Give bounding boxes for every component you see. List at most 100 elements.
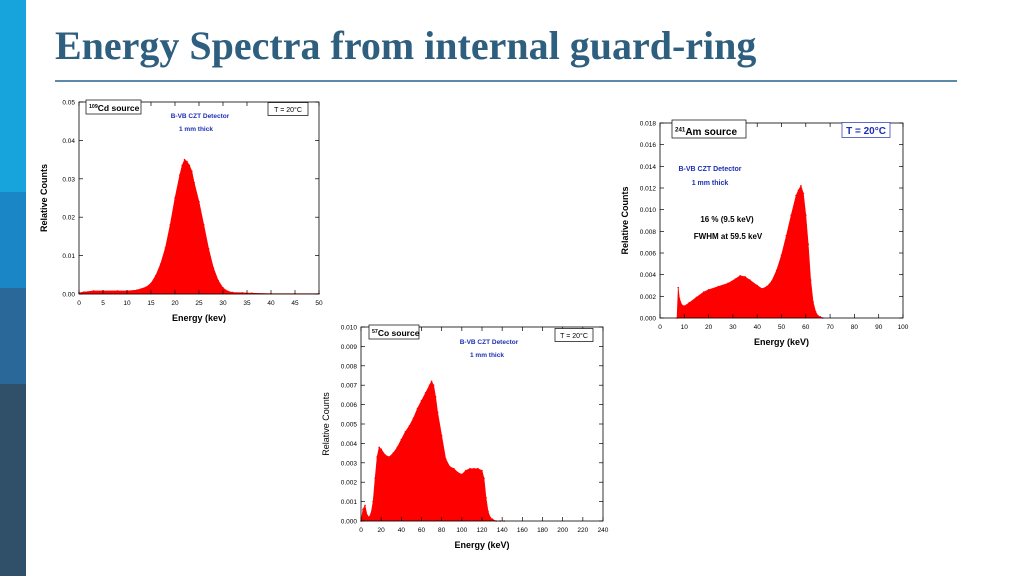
data-point: [186, 160, 188, 163]
source-isotope-mass: 241: [675, 127, 686, 134]
temperature-box: [554, 328, 594, 342]
temperature-label: T = 20°C: [274, 106, 302, 114]
data-point: [169, 224, 171, 226]
y-tick-label: 0.010: [640, 207, 657, 214]
y-tick-label: 0.004: [640, 272, 657, 279]
data-point: [819, 316, 822, 318]
data-point: [396, 446, 399, 449]
source-isotope-mass: 109: [89, 104, 98, 110]
x-tick-label: 100: [456, 527, 467, 534]
y-tick-label: 0.05: [62, 100, 75, 107]
data-point: [364, 504, 366, 507]
data-point: [116, 290, 119, 292]
spectrum-area: [78, 159, 320, 295]
y-tick-label: 0.03: [62, 176, 75, 183]
x-tick-label: 50: [778, 324, 786, 331]
source-legend-box: [85, 99, 142, 115]
data-point: [416, 407, 419, 410]
y-tick-label: 0.004: [341, 441, 358, 448]
data-point: [203, 224, 205, 226]
x-tick-label: 60: [802, 324, 810, 331]
data-point: [457, 471, 459, 474]
data-point: [145, 286, 147, 288]
data-point: [695, 296, 698, 299]
y-axis-label: Relative Counts: [39, 164, 49, 232]
x-tick-label: 45: [291, 300, 299, 307]
data-point: [440, 434, 443, 437]
x-axis-label: Energy (kev): [172, 313, 226, 323]
page-title: Energy Spectra from internal guard-ring: [55, 23, 757, 68]
data-point: [483, 477, 485, 480]
data-point: [227, 290, 229, 293]
y-axis-label: Relative Counts: [620, 186, 630, 254]
thickness-label: 1 mm thick: [179, 126, 213, 133]
data-point: [366, 514, 368, 516]
x-tick-label: 200: [557, 527, 568, 534]
data-point: [809, 279, 812, 281]
data-point: [473, 467, 475, 470]
data-point: [807, 243, 810, 246]
data-point: [83, 291, 85, 293]
data-point: [766, 285, 768, 288]
data-point: [681, 304, 683, 306]
data-point: [481, 469, 483, 472]
x-tick-label: 40: [267, 300, 275, 307]
data-point: [231, 291, 234, 294]
data-point: [678, 297, 681, 300]
y-tick-label: 0.014: [640, 164, 657, 171]
y-tick-label: 0.003: [341, 460, 358, 467]
source-name: Am source: [685, 127, 737, 138]
source-label: 57Co source: [372, 328, 420, 338]
sidebar-band-2: [0, 192, 26, 288]
source-name: Cd source: [98, 103, 140, 113]
data-point: [155, 274, 157, 277]
detector-label: B-VB CZT Detector: [171, 113, 230, 120]
detector-label: B-VB CZT Detector: [678, 166, 741, 173]
x-tick-label: 30: [729, 324, 737, 331]
data-point: [378, 446, 380, 449]
data-point: [400, 438, 403, 441]
y-tick-label: 0.04: [62, 138, 75, 145]
x-tick-label: 90: [875, 324, 883, 331]
data-point: [756, 284, 758, 287]
data-point: [404, 430, 407, 433]
data-point: [222, 287, 224, 289]
data-point: [707, 289, 710, 291]
x-tick-label: 40: [398, 527, 406, 534]
data-point: [376, 456, 378, 458]
detector-label: B-VB CZT Detector: [460, 339, 519, 346]
resolution-label: 16 % (9.5 keV): [700, 215, 754, 224]
data-point: [181, 164, 183, 167]
source-legend-box: [671, 119, 747, 139]
x-tick-label: 160: [517, 527, 528, 534]
data-point: [150, 282, 152, 285]
x-tick-label: 0: [77, 300, 81, 307]
data-point: [212, 267, 215, 269]
data-point: [477, 467, 479, 470]
data-point: [193, 181, 195, 184]
data-point: [434, 396, 437, 398]
x-tick-label: 120: [477, 527, 488, 534]
source-name: Co source: [378, 328, 420, 338]
title-divider: [55, 80, 957, 82]
x-tick-label: 50: [315, 300, 323, 307]
data-point: [812, 300, 814, 303]
x-tick-label: 25: [195, 300, 203, 307]
x-tick-label: 35: [243, 300, 251, 307]
x-tick-label: 80: [438, 527, 446, 534]
cd109-spectrum-chart: 0 5 10 15 20 25 30 35 40 45 50 0.00 0.01 0.02 0.03 0.04…: [39, 99, 323, 324]
temperature-box: [267, 102, 309, 116]
data-point: [785, 234, 788, 237]
data-point: [805, 214, 807, 216]
data-point: [461, 473, 463, 476]
data-point: [485, 496, 487, 499]
data-point: [489, 516, 491, 518]
y-tick-label: 0.000: [640, 316, 657, 323]
data-point: [217, 279, 219, 282]
data-point: [179, 174, 181, 176]
x-tick-label: 20: [705, 324, 713, 331]
co57-spectrum-chart: 0 20 40 60 80 100 120 140 160 180 200 220 240 0.000 0.…: [321, 325, 609, 551]
data-point: [775, 269, 778, 272]
x-tick-label: 0: [359, 527, 363, 534]
data-point: [802, 192, 805, 195]
